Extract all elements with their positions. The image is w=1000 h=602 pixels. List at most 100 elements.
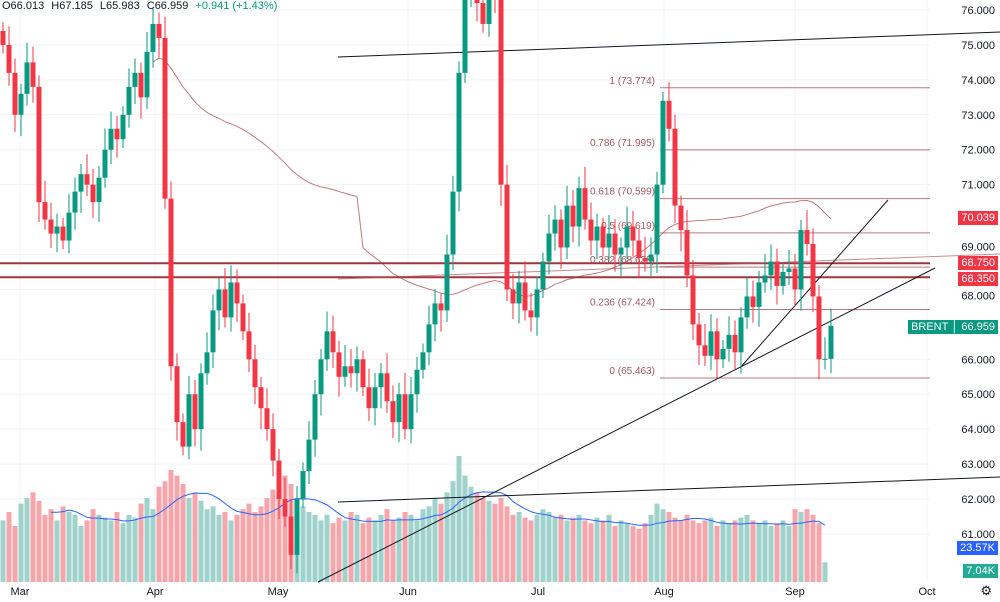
volume-bar [678,520,684,582]
candle-body [774,261,780,286]
volume-bar [576,514,582,582]
trend-line [337,31,1000,58]
candle [420,343,426,379]
volume-bar [186,498,192,582]
candle [204,332,210,385]
candle [564,185,570,260]
candle-body [114,128,120,140]
last-price: 66.959 [961,321,995,333]
candle [336,340,342,397]
volume-bar [180,484,186,582]
candle-body [762,275,768,283]
candle-body [720,348,726,360]
candle [606,215,612,261]
volume-bar [606,514,612,582]
volume-bar [534,514,540,582]
candle [6,26,12,86]
candle [786,249,792,285]
volume-bar [276,481,282,582]
candle [570,189,576,243]
candle [498,0,504,206]
candle-body [690,275,696,325]
candle-body [306,439,312,472]
x-tick-label: Jul [531,586,545,598]
candle [612,219,618,272]
candle [324,311,330,371]
volume-bar [0,520,6,582]
candle [810,228,816,313]
candle-body [444,254,450,311]
candle-body [204,352,210,374]
candle-body [396,394,402,423]
candle-body [78,174,84,192]
volume-bar [726,523,732,582]
candle [42,180,48,230]
volume-bar [270,489,276,582]
y-tick-label: 61.000 [961,529,995,541]
volume-bar [750,520,756,582]
candle [294,486,300,574]
volume-bar [300,506,306,582]
candle [396,382,402,443]
volume-bar [408,514,414,582]
volume-bar [354,514,360,582]
candle-body [354,359,360,374]
candle-body [438,303,444,311]
candle-body [360,359,366,388]
volume-bar [312,514,318,582]
candle-body [102,149,108,178]
candle [378,363,384,409]
volume-bar [438,503,444,582]
volume-bar [6,512,12,582]
volume-bar [126,514,132,582]
candle-body [246,331,252,360]
candle-body [750,296,756,307]
volume-bar [330,523,336,582]
candle-body [408,394,414,430]
candle [636,229,642,278]
candle-body [372,387,378,409]
volume-bar [432,498,438,582]
candle [744,276,750,329]
candle [618,237,624,276]
candle-body [120,114,126,140]
candle-body [726,334,732,349]
candle-body [594,226,600,241]
candle-body [6,44,12,73]
candle [480,0,486,33]
volume-bar [672,517,678,582]
candle [816,284,822,380]
candle [144,32,150,109]
candle-body [126,86,132,115]
settings-gear-icon[interactable]: ⚙ [980,583,992,598]
fib-level-label: 0.382 (68.638) [590,255,655,266]
candle [798,219,804,311]
candle [654,171,660,274]
candle-body [606,233,612,248]
candle [792,254,798,307]
volume-bar [264,498,270,582]
volume-bar [804,509,810,582]
volume-bar [66,512,72,582]
candle-body [30,62,36,87]
volume-bar [690,520,696,582]
volume-bar [624,523,630,582]
volume-bar [192,492,198,582]
volume-bar [696,523,702,582]
candle-body [186,394,192,447]
candle-body [84,174,90,185]
y-tick-label: 73.000 [961,110,995,122]
candle-body [450,191,456,255]
candle [270,413,276,477]
y-tick-label: 62.000 [961,494,995,506]
volume-bar [768,526,774,582]
candle-body [462,0,468,73]
candle [162,16,168,209]
volume-bar [558,514,564,582]
x-tick-label: Jun [399,586,417,598]
candle [768,244,774,290]
volume-bar [90,509,96,582]
candle-body [600,226,606,248]
volume-bar [456,456,462,582]
